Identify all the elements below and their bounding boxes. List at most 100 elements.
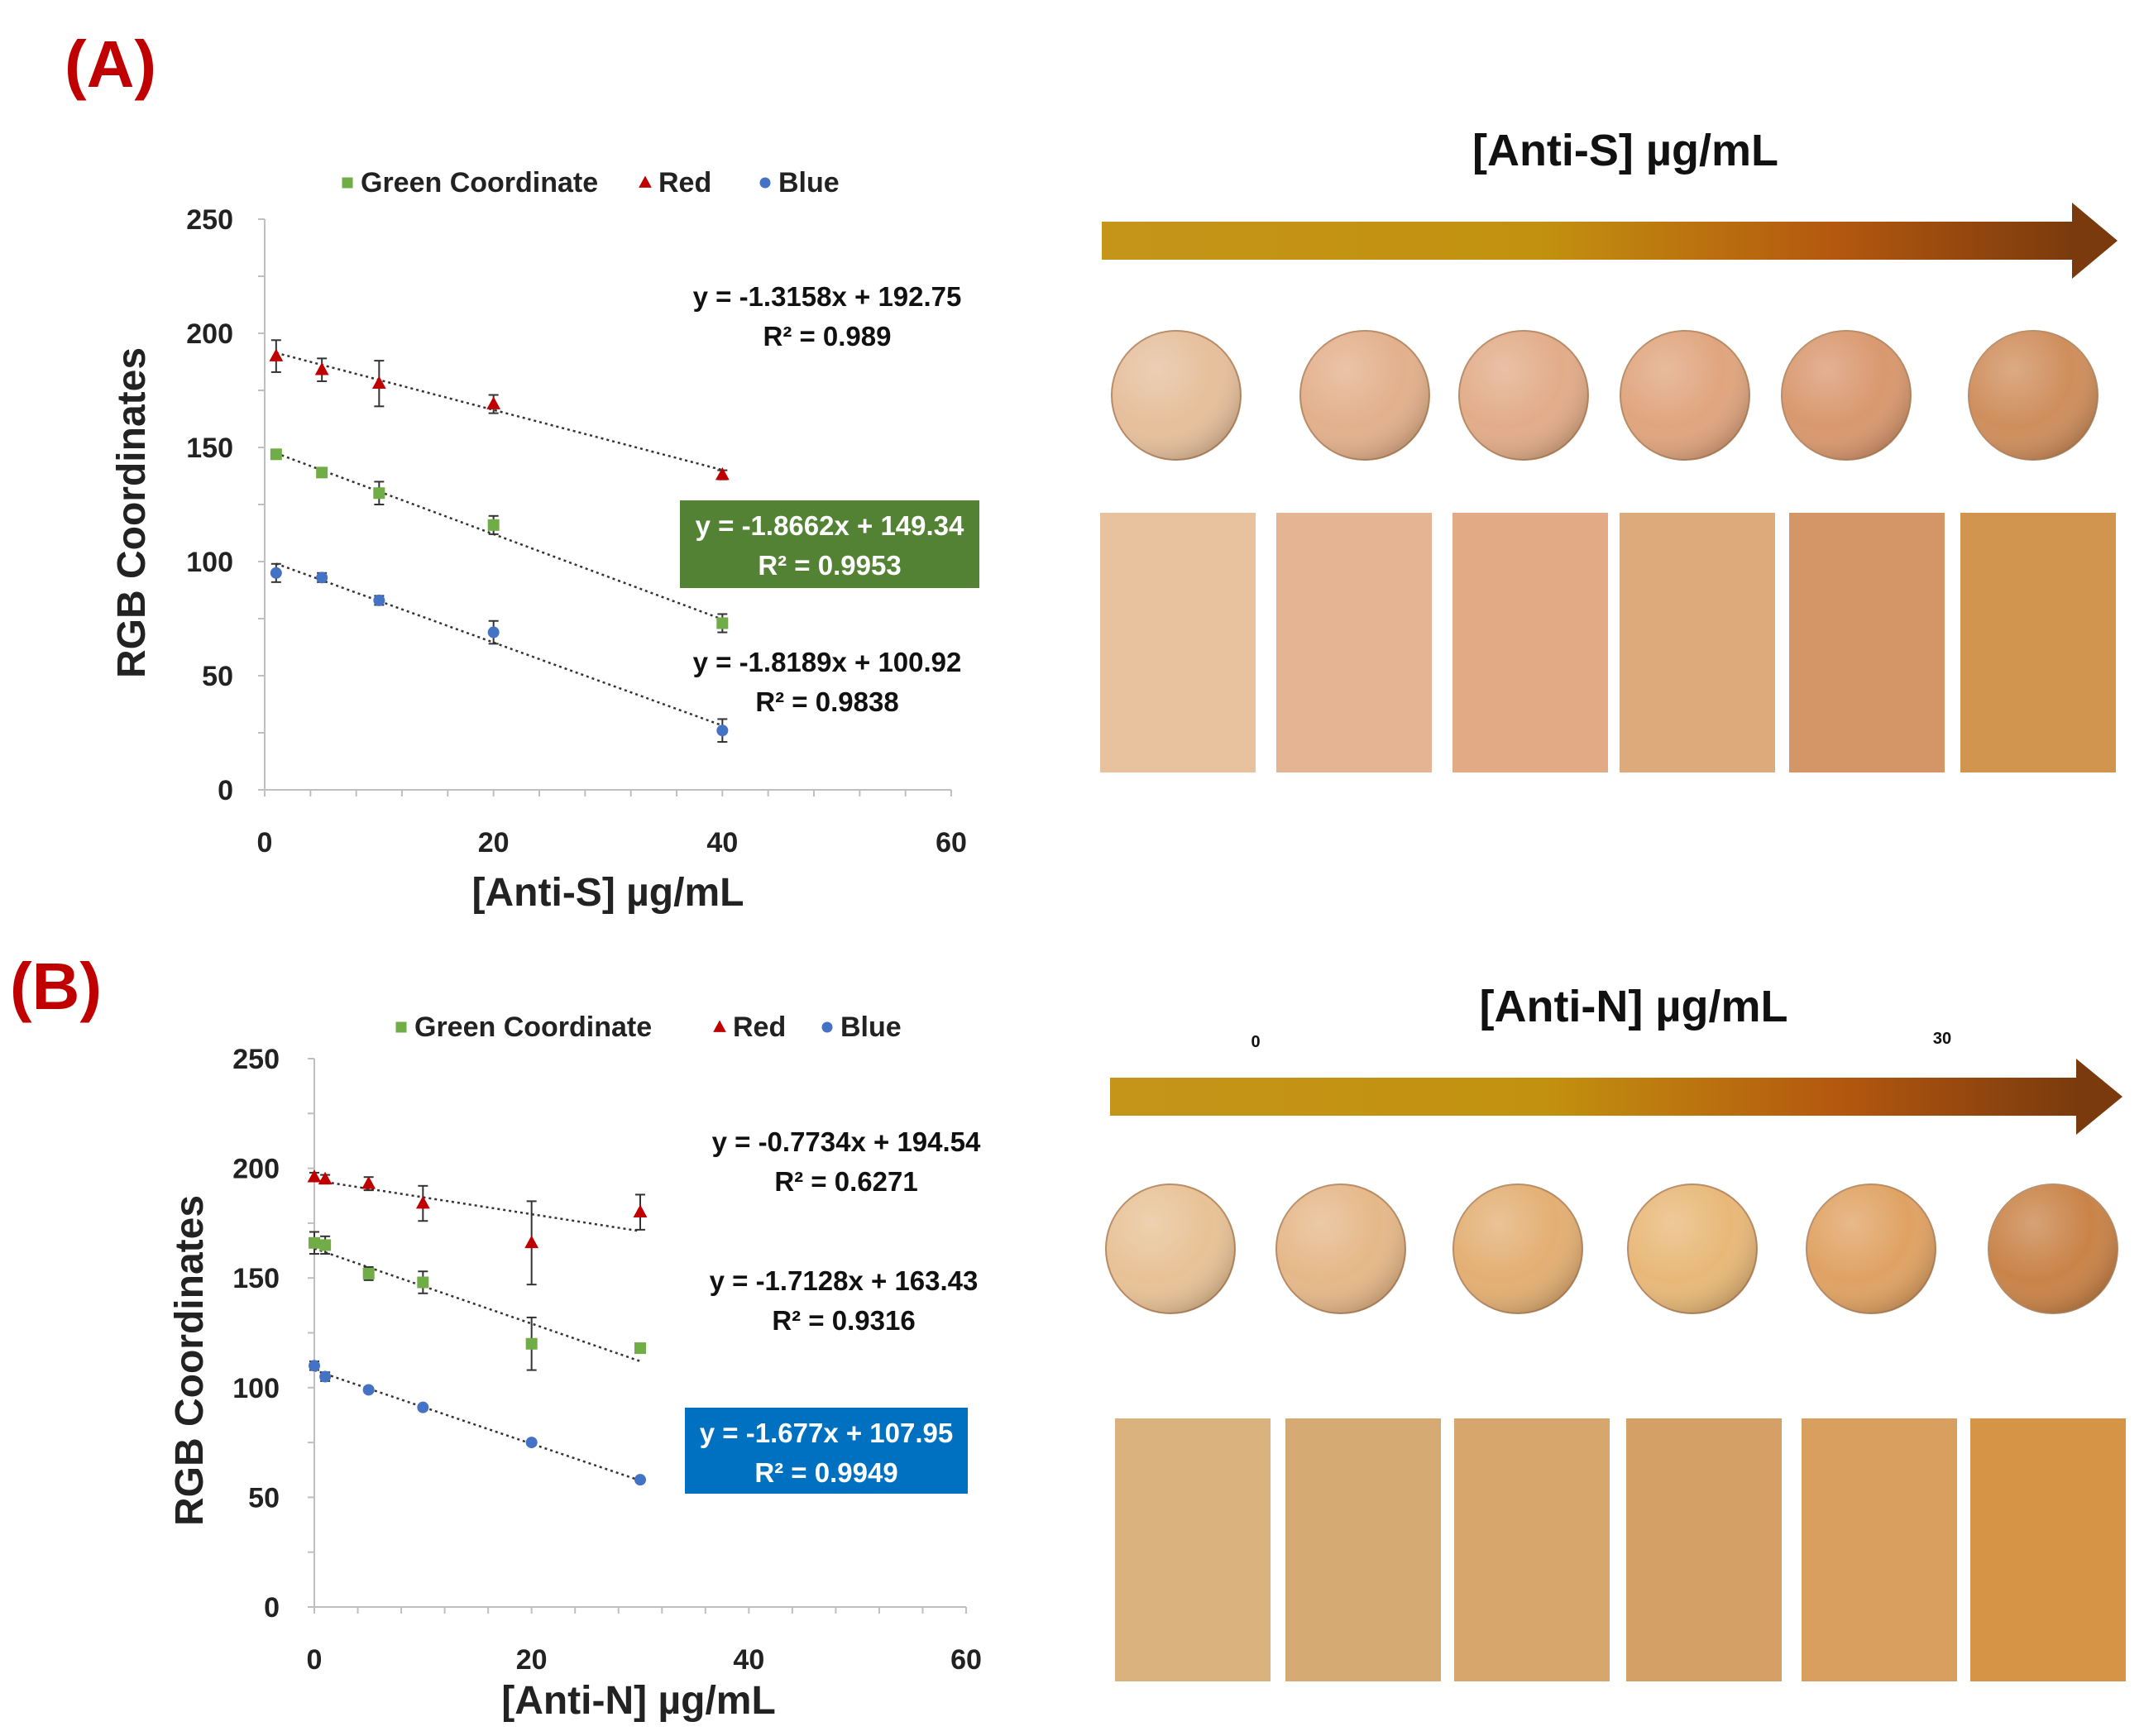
y-tick-label-b-3: 150 (232, 1263, 280, 1294)
sample-disc-shading-b-2 (1453, 1184, 1582, 1313)
equation-a-2: y = -1.8189x + 100.92 (693, 647, 962, 677)
y-axis-title-a: RGB Coordinates (110, 347, 154, 678)
r-squared-b-0: R² = 0.6271 (774, 1166, 917, 1197)
x-axis-title-a: [Anti-S] µg/mL (472, 871, 744, 915)
sample-disc-shading-a-3 (1620, 331, 1749, 460)
r-squared-b-2: R² = 0.9949 (754, 1457, 897, 1488)
data-point-blue-b (525, 1437, 538, 1449)
data-point-blue-b (319, 1370, 332, 1383)
data-point-green-a (316, 466, 328, 479)
sample-disc-shading-a-1 (1300, 331, 1429, 460)
sample-disc-shading-a-0 (1112, 331, 1241, 460)
data-point-red-b (361, 1176, 376, 1189)
y-tick-label-a-0: 0 (218, 775, 233, 806)
data-point-red-a (314, 362, 329, 375)
data-point-green-a (487, 519, 500, 531)
legend-marker-circle-b (821, 1021, 833, 1033)
data-point-green-b (525, 1337, 538, 1350)
y-tick-label-b-1: 50 (248, 1482, 280, 1514)
concentration-arrow-a: [Anti-S] µg/mL (1102, 126, 2118, 279)
data-point-green-b (634, 1342, 646, 1355)
data-point-red-a (715, 467, 730, 481)
panel-b: (B) 0 50 100 150 200 250 0 20 40 60 [Anti-N] µg/mL… (10, 949, 2126, 1723)
data-point-blue-a (716, 725, 729, 737)
arrow-shaft-a (1102, 222, 2078, 260)
data-point-red-b (524, 1235, 539, 1249)
data-point-blue-a (487, 626, 500, 638)
y-tick-label-b-0: 0 (264, 1592, 280, 1624)
arrow-label-end-b: 30 (1933, 1030, 1951, 1048)
test-strip-b-2 (1454, 1418, 1610, 1681)
r-squared-a-2: R² = 0.9838 (755, 686, 898, 717)
y-tick-label-a-3: 150 (186, 433, 233, 464)
swatches-b (1105, 1184, 2126, 1681)
data-point-blue-a (316, 571, 328, 584)
legend-label-a-1: Red (658, 167, 711, 198)
conc-title-a: [Anti-S] µg/mL (1472, 126, 1778, 175)
test-strip-a-5 (1960, 513, 2116, 772)
swatches-a (1100, 330, 2116, 772)
panel-a: (A) 0 50 100 150 200 250 0 20 40 60 [Anti-S] µg/mL… (65, 27, 2118, 915)
test-strip-a-1 (1276, 513, 1432, 772)
trendline-blue-a (275, 562, 723, 727)
r-squared-a-1: R² = 0.9953 (758, 550, 901, 581)
test-strip-b-0 (1115, 1418, 1271, 1681)
data-point-blue-a (270, 567, 282, 579)
trendline-green-b (313, 1247, 641, 1363)
legend-marker-square-b (395, 1021, 407, 1033)
panel-a-label: (A) (65, 27, 156, 101)
legend-marker-triangle-a (639, 175, 652, 188)
data-point-red-b (633, 1204, 648, 1217)
data-point-blue-b (309, 1360, 320, 1372)
legend-marker-triangle-b (713, 1020, 726, 1032)
data-point-red-b (318, 1171, 333, 1185)
equation-b-0: y = -0.7734x + 194.54 (712, 1126, 981, 1157)
r-squared-a-0: R² = 0.989 (763, 321, 891, 352)
y-tick-label-a-1: 50 (202, 661, 233, 692)
data-point-green-a (716, 617, 729, 629)
y-tick-label-a-5: 250 (186, 204, 233, 236)
x-tick-label-b-0: 0 (307, 1644, 323, 1676)
panel-b-label: (B) (10, 949, 102, 1023)
y-tick-label-b-5: 250 (232, 1044, 280, 1075)
sample-disc-shading-b-3 (1628, 1184, 1757, 1313)
sample-disc-shading-a-2 (1459, 331, 1588, 460)
test-strip-b-1 (1285, 1418, 1441, 1681)
sample-disc-shading-b-5 (1988, 1184, 2118, 1313)
equation-highlight-box-a (680, 500, 979, 588)
y-tick-label-a-2: 100 (186, 547, 233, 578)
y-axis-title-b: RGB Coordinates (168, 1195, 212, 1526)
data-point-green-b (417, 1276, 429, 1289)
legend-label-b-2: Blue (840, 1011, 902, 1043)
concentration-arrow-b: [Anti-N] µg/mL 0 30 (1110, 982, 2122, 1135)
trendline-blue-b (313, 1369, 641, 1482)
equation-a-0: y = -1.3158x + 192.75 (693, 281, 962, 312)
sample-disc-shading-a-5 (1969, 331, 2098, 460)
data-point-red-a (486, 396, 501, 409)
conc-title-b: [Anti-N] µg/mL (1479, 982, 1787, 1031)
y-tick-label-a-4: 200 (186, 318, 233, 350)
legend-label-a-0: Green Coordinate (361, 167, 598, 198)
arrow-head-a (2072, 203, 2118, 279)
test-strip-b-3 (1626, 1418, 1782, 1681)
test-strip-a-2 (1452, 513, 1608, 772)
data-point-red-a (371, 375, 386, 390)
equation-b-1: y = -1.7128x + 163.43 (710, 1265, 979, 1296)
data-point-blue-b (417, 1401, 429, 1413)
y-tick-label-b-4: 200 (232, 1154, 280, 1185)
y-tick-label-b-2: 100 (232, 1373, 280, 1404)
legend-marker-circle-a (759, 177, 771, 189)
x-tick-label-b-3: 60 (950, 1644, 982, 1676)
arrow-label-start-b: 0 (1251, 1033, 1260, 1051)
equation-highlight-box-b (685, 1408, 968, 1494)
legend-label-b-0: Green Coordinate (414, 1011, 652, 1043)
sample-disc-shading-b-0 (1106, 1184, 1235, 1313)
arrow-shaft-b (1110, 1078, 2079, 1116)
test-strip-a-3 (1620, 513, 1775, 772)
data-point-blue-b (362, 1384, 375, 1396)
data-point-green-b (309, 1236, 320, 1249)
equation-b-2: y = -1.677x + 107.95 (700, 1418, 953, 1448)
x-tick-label-a-2: 40 (706, 827, 738, 858)
sample-disc-shading-b-4 (1807, 1184, 1936, 1313)
sample-disc-shading-b-1 (1276, 1184, 1405, 1313)
